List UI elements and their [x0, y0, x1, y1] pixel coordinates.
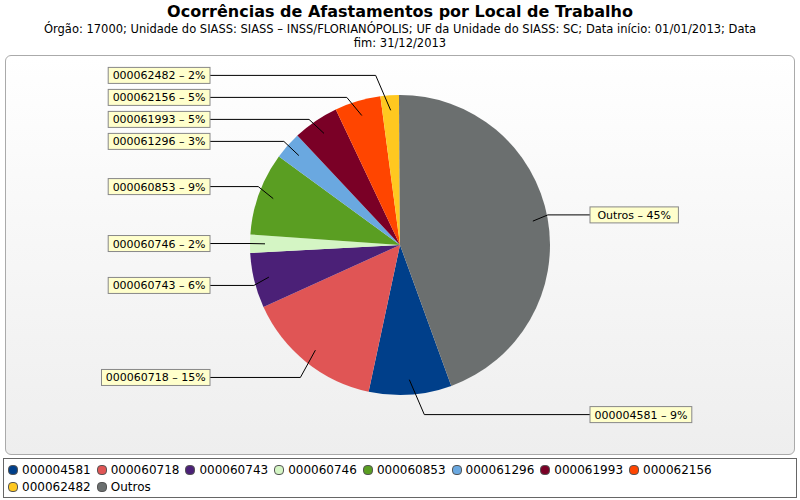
html-text:000061993: 000061993: [554, 462, 623, 477]
svg-text:000061296 – 3%: 000061296 – 3%: [113, 135, 206, 148]
svg-text:000060853 – 9%: 000060853 – 9%: [113, 181, 206, 194]
svg-text:000060746 – 2%: 000060746 – 2%: [113, 238, 206, 251]
html-text:000060853: 000060853: [376, 462, 446, 477]
html-text:000004581: 000004581: [22, 462, 91, 477]
svg-text:000004581 – 9%: 000004581 – 9%: [594, 409, 687, 422]
html-text:000062156: 000062156: [643, 462, 712, 477]
svg-text:Outros – 45%: Outros – 45%: [597, 209, 671, 222]
html-text:000060718: 000060718: [110, 462, 180, 477]
svg-text:000060743 – 6%: 000060743 – 6%: [113, 279, 206, 292]
html-text:Outros: Outros: [110, 479, 151, 494]
svg-text:000061993 – 5%: 000061993 – 5%: [113, 113, 206, 126]
svg-text:000062482 – 2%: 000062482 – 2%: [113, 69, 206, 82]
html-text:000061296: 000061296: [465, 462, 535, 477]
html-text:Ocorrências de Afastamentos po: Ocorrências de Afastamentos por Local de…: [167, 2, 633, 21]
html-text:000060743: 000060743: [199, 462, 269, 477]
svg-text:000060718 – 15%: 000060718 – 15%: [106, 371, 206, 384]
html-text:000062482: 000062482: [22, 479, 91, 494]
svg-text:000062156 – 5%: 000062156 – 5%: [113, 91, 206, 104]
html-text:000060746: 000060746: [288, 462, 357, 477]
html-text:Órgão: 17000; Unidade do SIASS: Órgão: 17000; Unidade do SIASS: SIASS – …: [44, 22, 756, 50]
